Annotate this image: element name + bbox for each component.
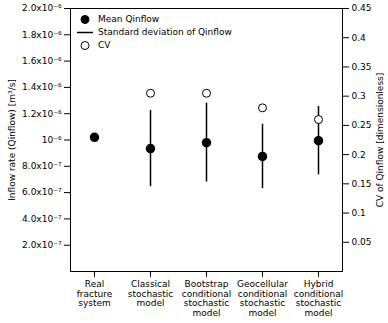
svg-text:6.0x10⁻⁷: 6.0x10⁻⁷ bbox=[22, 187, 62, 197]
svg-text:10⁻⁶: 10⁻⁶ bbox=[42, 135, 62, 145]
svg-text:0.1: 0.1 bbox=[352, 208, 366, 218]
svg-text:1.6x10⁻⁶: 1.6x10⁻⁶ bbox=[22, 56, 62, 66]
svg-text:Classicalstochasticmodel: Classicalstochasticmodel bbox=[128, 279, 174, 308]
svg-text:Inflow rate (Qinflow) [m³/s]: Inflow rate (Qinflow) [m³/s] bbox=[7, 79, 17, 201]
svg-text:Hybridconditionalstochasticmod: Hybridconditionalstochasticmodel bbox=[294, 279, 344, 317]
svg-text:0.3: 0.3 bbox=[352, 91, 366, 101]
svg-text:0.45: 0.45 bbox=[352, 3, 372, 13]
svg-text:0.2: 0.2 bbox=[352, 149, 366, 159]
svg-text:4.0x10⁻⁷: 4.0x10⁻⁷ bbox=[22, 214, 62, 224]
svg-text:Geocellularconditionalstochast: Geocellularconditionalstochasticmodel bbox=[237, 279, 288, 317]
svg-text:1.4x10⁻⁶: 1.4x10⁻⁶ bbox=[22, 82, 62, 92]
svg-text:0.05: 0.05 bbox=[352, 237, 372, 247]
html-text:Mean Qinflow: Mean Qinflow bbox=[98, 14, 160, 24]
svg-text:Realfracturesystem: Realfracturesystem bbox=[77, 279, 113, 308]
svg-text:8.0x10⁻⁷: 8.0x10⁻⁷ bbox=[22, 161, 62, 171]
svg-text:0.25: 0.25 bbox=[352, 120, 372, 130]
svg-text:0.15: 0.15 bbox=[352, 179, 372, 189]
svg-text:1.8x10⁻⁶: 1.8x10⁻⁶ bbox=[22, 30, 62, 40]
html-text:CV: CV bbox=[98, 40, 111, 50]
svg-text:Bootstrapconditionalstochastic: Bootstrapconditionalstochasticmodel bbox=[182, 279, 232, 317]
svg-text:2.0x10⁻⁶: 2.0x10⁻⁶ bbox=[22, 3, 62, 13]
svg-text:CV of Qinflow [dimensionless]: CV of Qinflow [dimensionless] bbox=[375, 73, 385, 208]
html-text:Standard deviation of Qinflow: Standard deviation of Qinflow bbox=[98, 27, 232, 37]
svg-text:1.2x10⁻⁶: 1.2x10⁻⁶ bbox=[22, 109, 62, 119]
svg-text:0.4: 0.4 bbox=[352, 33, 367, 43]
svg-text:2.0x10⁻⁷: 2.0x10⁻⁷ bbox=[22, 240, 62, 250]
svg-text:0.35: 0.35 bbox=[352, 62, 372, 72]
